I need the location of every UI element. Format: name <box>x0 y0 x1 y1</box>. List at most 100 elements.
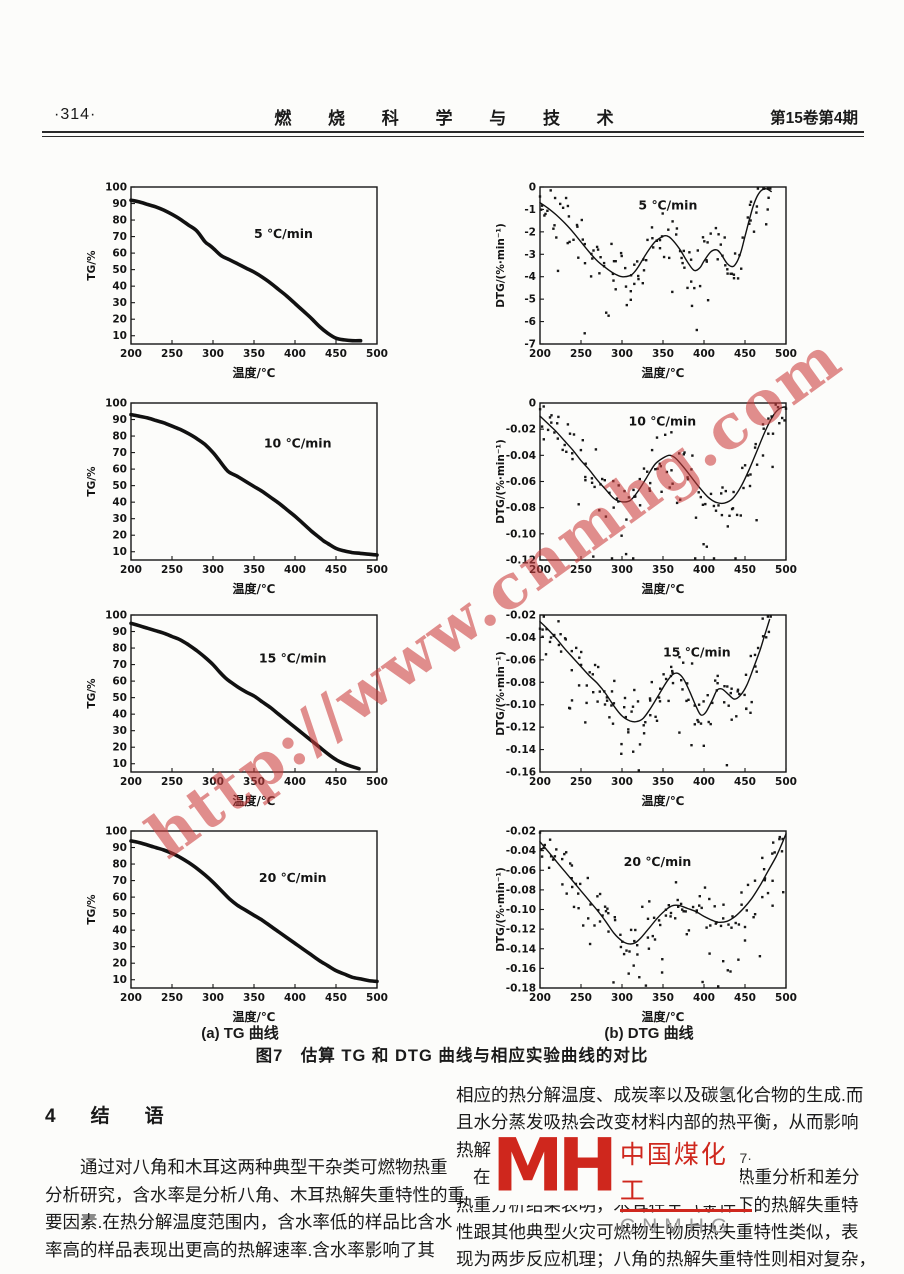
chart-svg-tg-20: 200 250 300 350 400 450 500 10 20 30 40 50 60 70 80 90 1… <box>86 826 388 1025</box>
svg-text:温度/℃: 温度/℃ <box>642 581 685 596</box>
svg-text:350: 350 <box>243 776 265 788</box>
svg-text:-0.08: -0.08 <box>506 677 536 689</box>
svg-text:80: 80 <box>112 643 127 655</box>
svg-text:350: 350 <box>652 348 674 360</box>
svg-text:-0.16: -0.16 <box>506 767 536 779</box>
svg-text:500: 500 <box>366 992 388 1004</box>
svg-text:40: 40 <box>112 925 127 937</box>
text-line: 分析研究，含水率是分析八角、木耳热解失重特性的重 <box>45 1184 465 1205</box>
heating-rate-label: 15 ℃/min <box>663 644 731 659</box>
svg-text:400: 400 <box>284 564 306 576</box>
svg-text:300: 300 <box>202 348 224 360</box>
svg-text:-0.10: -0.10 <box>506 528 536 540</box>
svg-text:250: 250 <box>161 564 183 576</box>
axis: 200 250 300 350 400 450 500 0 -0.02 -0.04 -0.06 -0.… <box>495 398 797 597</box>
heating-rate-label: 10 ℃/min <box>629 414 697 429</box>
text-line: 性跟其他典型火灾可燃物生物质热失重特性类似，表 <box>456 1222 859 1243</box>
svg-text:250: 250 <box>570 776 592 788</box>
axis: 200 250 300 350 400 450 500 10 20 30 40 50 60 70 80 90 1… <box>86 826 388 1025</box>
svg-text:-0.04: -0.04 <box>506 845 536 857</box>
svg-text:30: 30 <box>112 941 127 953</box>
svg-text:DTG/(%·min⁻¹): DTG/(%·min⁻¹) <box>495 223 507 308</box>
svg-text:60: 60 <box>112 464 127 476</box>
svg-text:-0.10: -0.10 <box>506 904 536 916</box>
svg-text:70: 70 <box>112 231 127 243</box>
svg-text:100: 100 <box>105 182 127 194</box>
journal-title: 燃 烧 科 学 与 技 术 <box>274 109 630 128</box>
svg-text:-0.06: -0.06 <box>506 654 536 666</box>
svg-text:350: 350 <box>652 992 674 1004</box>
conclusion-paragraph: 通过对八角和木耳这两种典型干杂类可燃物热重 分析研究，含水率是分析八角、木耳热解失… <box>45 1154 465 1264</box>
svg-text:450: 450 <box>325 564 347 576</box>
svg-text:10: 10 <box>112 758 127 770</box>
svg-text:-0.16: -0.16 <box>506 963 536 975</box>
svg-text:80: 80 <box>112 431 127 443</box>
svg-text:30: 30 <box>112 297 127 309</box>
chart-svg-dtg-20: 200 250 300 350 400 450 500 -0.02 -0.04 -0.06 -0.0… <box>495 826 797 1025</box>
svg-text:250: 250 <box>161 992 183 1004</box>
svg-text:-0.08: -0.08 <box>506 884 536 896</box>
svg-text:TG/%: TG/% <box>86 466 98 497</box>
chart-svg-tg-15: 200 250 300 350 400 450 500 10 20 30 40 50 60 70 80 90 1… <box>86 610 388 809</box>
svg-text:30: 30 <box>112 725 127 737</box>
text-line: 率高的样品表现出更高的热解速率.含水率影响了其 <box>45 1239 435 1260</box>
occluded-text-fragment: 7· <box>739 1150 752 1166</box>
svg-text:300: 300 <box>611 564 633 576</box>
svg-text:50: 50 <box>112 692 127 704</box>
svg-text:80: 80 <box>112 215 127 227</box>
text-line: 现为两步反应机理；八角的热解失重特性则相对复杂， <box>456 1249 876 1270</box>
scatter-points <box>538 403 788 560</box>
svg-text:-0.10: -0.10 <box>506 699 536 711</box>
cnmhg-logo: MH 中国煤化工 7· CNMHG <box>492 1128 752 1238</box>
body-column-left: 4 结 语 通过对八角和木耳这两种典型干杂类可燃物热重 分析研究，含水率是分析八角… <box>45 1093 465 1264</box>
line4-end-fragment: 的热重分析和差分 <box>719 1167 860 1188</box>
page-header: ·314· 燃 烧 科 学 与 技 术 第15卷第4期 <box>42 104 862 128</box>
svg-text:温度/℃: 温度/℃ <box>642 1009 685 1024</box>
svg-text:60: 60 <box>112 892 127 904</box>
caption-panel-a: (a) TG 曲线 <box>201 1025 279 1042</box>
svg-text:40: 40 <box>112 281 127 293</box>
heating-rate-label: 10 ℃/min <box>264 436 332 451</box>
svg-text:-0.06: -0.06 <box>506 476 536 488</box>
axis: 200 250 300 350 400 450 500 10 20 30 40 50 60 70 80 90 1… <box>86 610 388 809</box>
right-lines-before: 相应的热分解温度、成炭率以及碳氢化合物的生成.而 且水分蒸发吸热会改变材料内部的热… <box>456 1082 863 1137</box>
svg-text:70: 70 <box>112 659 127 671</box>
chart-tg-5: 200 250 300 350 400 450 500 10 20 30 40 50 60 70 80 90 1… <box>85 180 395 381</box>
svg-text:450: 450 <box>325 348 347 360</box>
svg-text:500: 500 <box>366 776 388 788</box>
axis: 200 250 300 350 400 450 500 10 20 30 40 50 60 70 80 90 1… <box>86 398 388 597</box>
heating-rate-label: 5 ℃/min <box>638 198 697 213</box>
svg-text:-4: -4 <box>524 271 536 283</box>
svg-text:10: 10 <box>112 974 127 986</box>
svg-text:20: 20 <box>112 958 127 970</box>
svg-text:450: 450 <box>734 564 756 576</box>
svg-text:350: 350 <box>243 564 265 576</box>
svg-text:350: 350 <box>243 992 265 1004</box>
svg-text:40: 40 <box>112 497 127 509</box>
svg-text:350: 350 <box>243 348 265 360</box>
curve <box>129 621 361 771</box>
heating-rate-label: 20 ℃/min <box>259 870 327 885</box>
svg-text:100: 100 <box>105 826 127 838</box>
svg-text:-0.02: -0.02 <box>506 826 536 838</box>
svg-text:400: 400 <box>284 348 306 360</box>
svg-text:500: 500 <box>366 348 388 360</box>
svg-text:300: 300 <box>202 564 224 576</box>
svg-text:-0.02: -0.02 <box>506 610 536 622</box>
svg-text:温度/℃: 温度/℃ <box>233 1009 276 1024</box>
figure-title: 图7 估算 TG 和 DTG 曲线与相应实验曲线的对比 <box>255 1047 649 1065</box>
svg-text:温度/℃: 温度/℃ <box>233 793 276 808</box>
chart-dtg-10: 200 250 300 350 400 450 500 0 -0.02 -0.04 -0.06 -0.… <box>494 396 804 597</box>
svg-text:温度/℃: 温度/℃ <box>233 365 276 380</box>
svg-text:温度/℃: 温度/℃ <box>642 365 685 380</box>
svg-text:10: 10 <box>112 546 127 558</box>
svg-text:-6: -6 <box>524 316 536 328</box>
svg-text:500: 500 <box>775 992 797 1004</box>
svg-text:-0.08: -0.08 <box>506 502 536 514</box>
svg-text:100: 100 <box>105 610 127 622</box>
svg-text:450: 450 <box>325 992 347 1004</box>
svg-text:DTG/(%·min⁻¹): DTG/(%·min⁻¹) <box>495 651 507 736</box>
axis: 200 250 300 350 400 450 500 -0.02 -0.04 -0.06 -0.0… <box>495 826 797 1025</box>
text-line-partial: 在 的热重分析和差分 <box>456 1164 862 1191</box>
curve <box>129 198 363 343</box>
